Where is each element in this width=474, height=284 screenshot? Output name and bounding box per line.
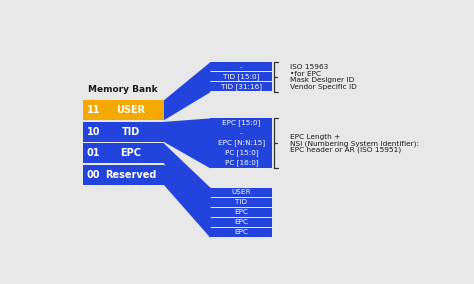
FancyBboxPatch shape xyxy=(210,138,273,148)
Text: EPC header or AR (ISO 15951): EPC header or AR (ISO 15951) xyxy=(290,147,401,153)
FancyBboxPatch shape xyxy=(210,128,273,138)
FancyBboxPatch shape xyxy=(82,143,164,163)
Text: EPC: EPC xyxy=(234,219,248,225)
Polygon shape xyxy=(164,165,210,238)
Text: USER: USER xyxy=(116,105,145,115)
Text: PC [16:0]: PC [16:0] xyxy=(225,160,258,166)
Text: TID: TID xyxy=(235,199,247,205)
Text: ISO 15963: ISO 15963 xyxy=(290,64,328,70)
FancyBboxPatch shape xyxy=(210,62,273,71)
Text: Reserved: Reserved xyxy=(105,170,156,180)
FancyBboxPatch shape xyxy=(210,72,273,82)
Text: NSI (Numbering System Identifier):: NSI (Numbering System Identifier): xyxy=(290,140,419,147)
Text: TID [15:0]: TID [15:0] xyxy=(223,74,260,80)
FancyBboxPatch shape xyxy=(82,122,164,142)
Text: Vendor Specific ID: Vendor Specific ID xyxy=(290,84,357,90)
Text: 10: 10 xyxy=(87,127,100,137)
Text: -: - xyxy=(240,64,243,70)
Text: EPC Length +: EPC Length + xyxy=(290,134,340,140)
FancyBboxPatch shape xyxy=(210,149,273,158)
Polygon shape xyxy=(164,143,210,238)
Text: -: - xyxy=(240,130,243,136)
FancyBboxPatch shape xyxy=(82,100,164,120)
Text: 00: 00 xyxy=(87,170,100,180)
FancyBboxPatch shape xyxy=(210,198,273,207)
Text: USER: USER xyxy=(232,189,251,195)
Text: TID [31:16]: TID [31:16] xyxy=(221,83,262,90)
Polygon shape xyxy=(164,62,210,120)
FancyBboxPatch shape xyxy=(210,228,273,237)
Text: PC [15:0]: PC [15:0] xyxy=(225,150,258,156)
FancyBboxPatch shape xyxy=(210,218,273,227)
Text: EPC: EPC xyxy=(234,209,248,215)
Text: TID: TID xyxy=(121,127,140,137)
Text: 01: 01 xyxy=(87,149,100,158)
Text: EPC [15:0]: EPC [15:0] xyxy=(222,120,261,126)
Text: Memory Bank: Memory Bank xyxy=(88,85,158,94)
FancyBboxPatch shape xyxy=(82,165,164,185)
Text: Mask Designer ID: Mask Designer ID xyxy=(290,78,355,83)
FancyBboxPatch shape xyxy=(210,188,273,197)
FancyBboxPatch shape xyxy=(210,82,273,91)
FancyBboxPatch shape xyxy=(210,118,273,128)
Text: 11: 11 xyxy=(87,105,100,115)
Text: •for EPC: •for EPC xyxy=(290,71,321,77)
Text: EPC: EPC xyxy=(120,149,141,158)
Text: EPC: EPC xyxy=(234,229,248,235)
Text: EPC [N:N:15]: EPC [N:N:15] xyxy=(218,140,265,147)
FancyBboxPatch shape xyxy=(210,208,273,217)
Polygon shape xyxy=(164,118,210,168)
FancyBboxPatch shape xyxy=(210,158,273,168)
